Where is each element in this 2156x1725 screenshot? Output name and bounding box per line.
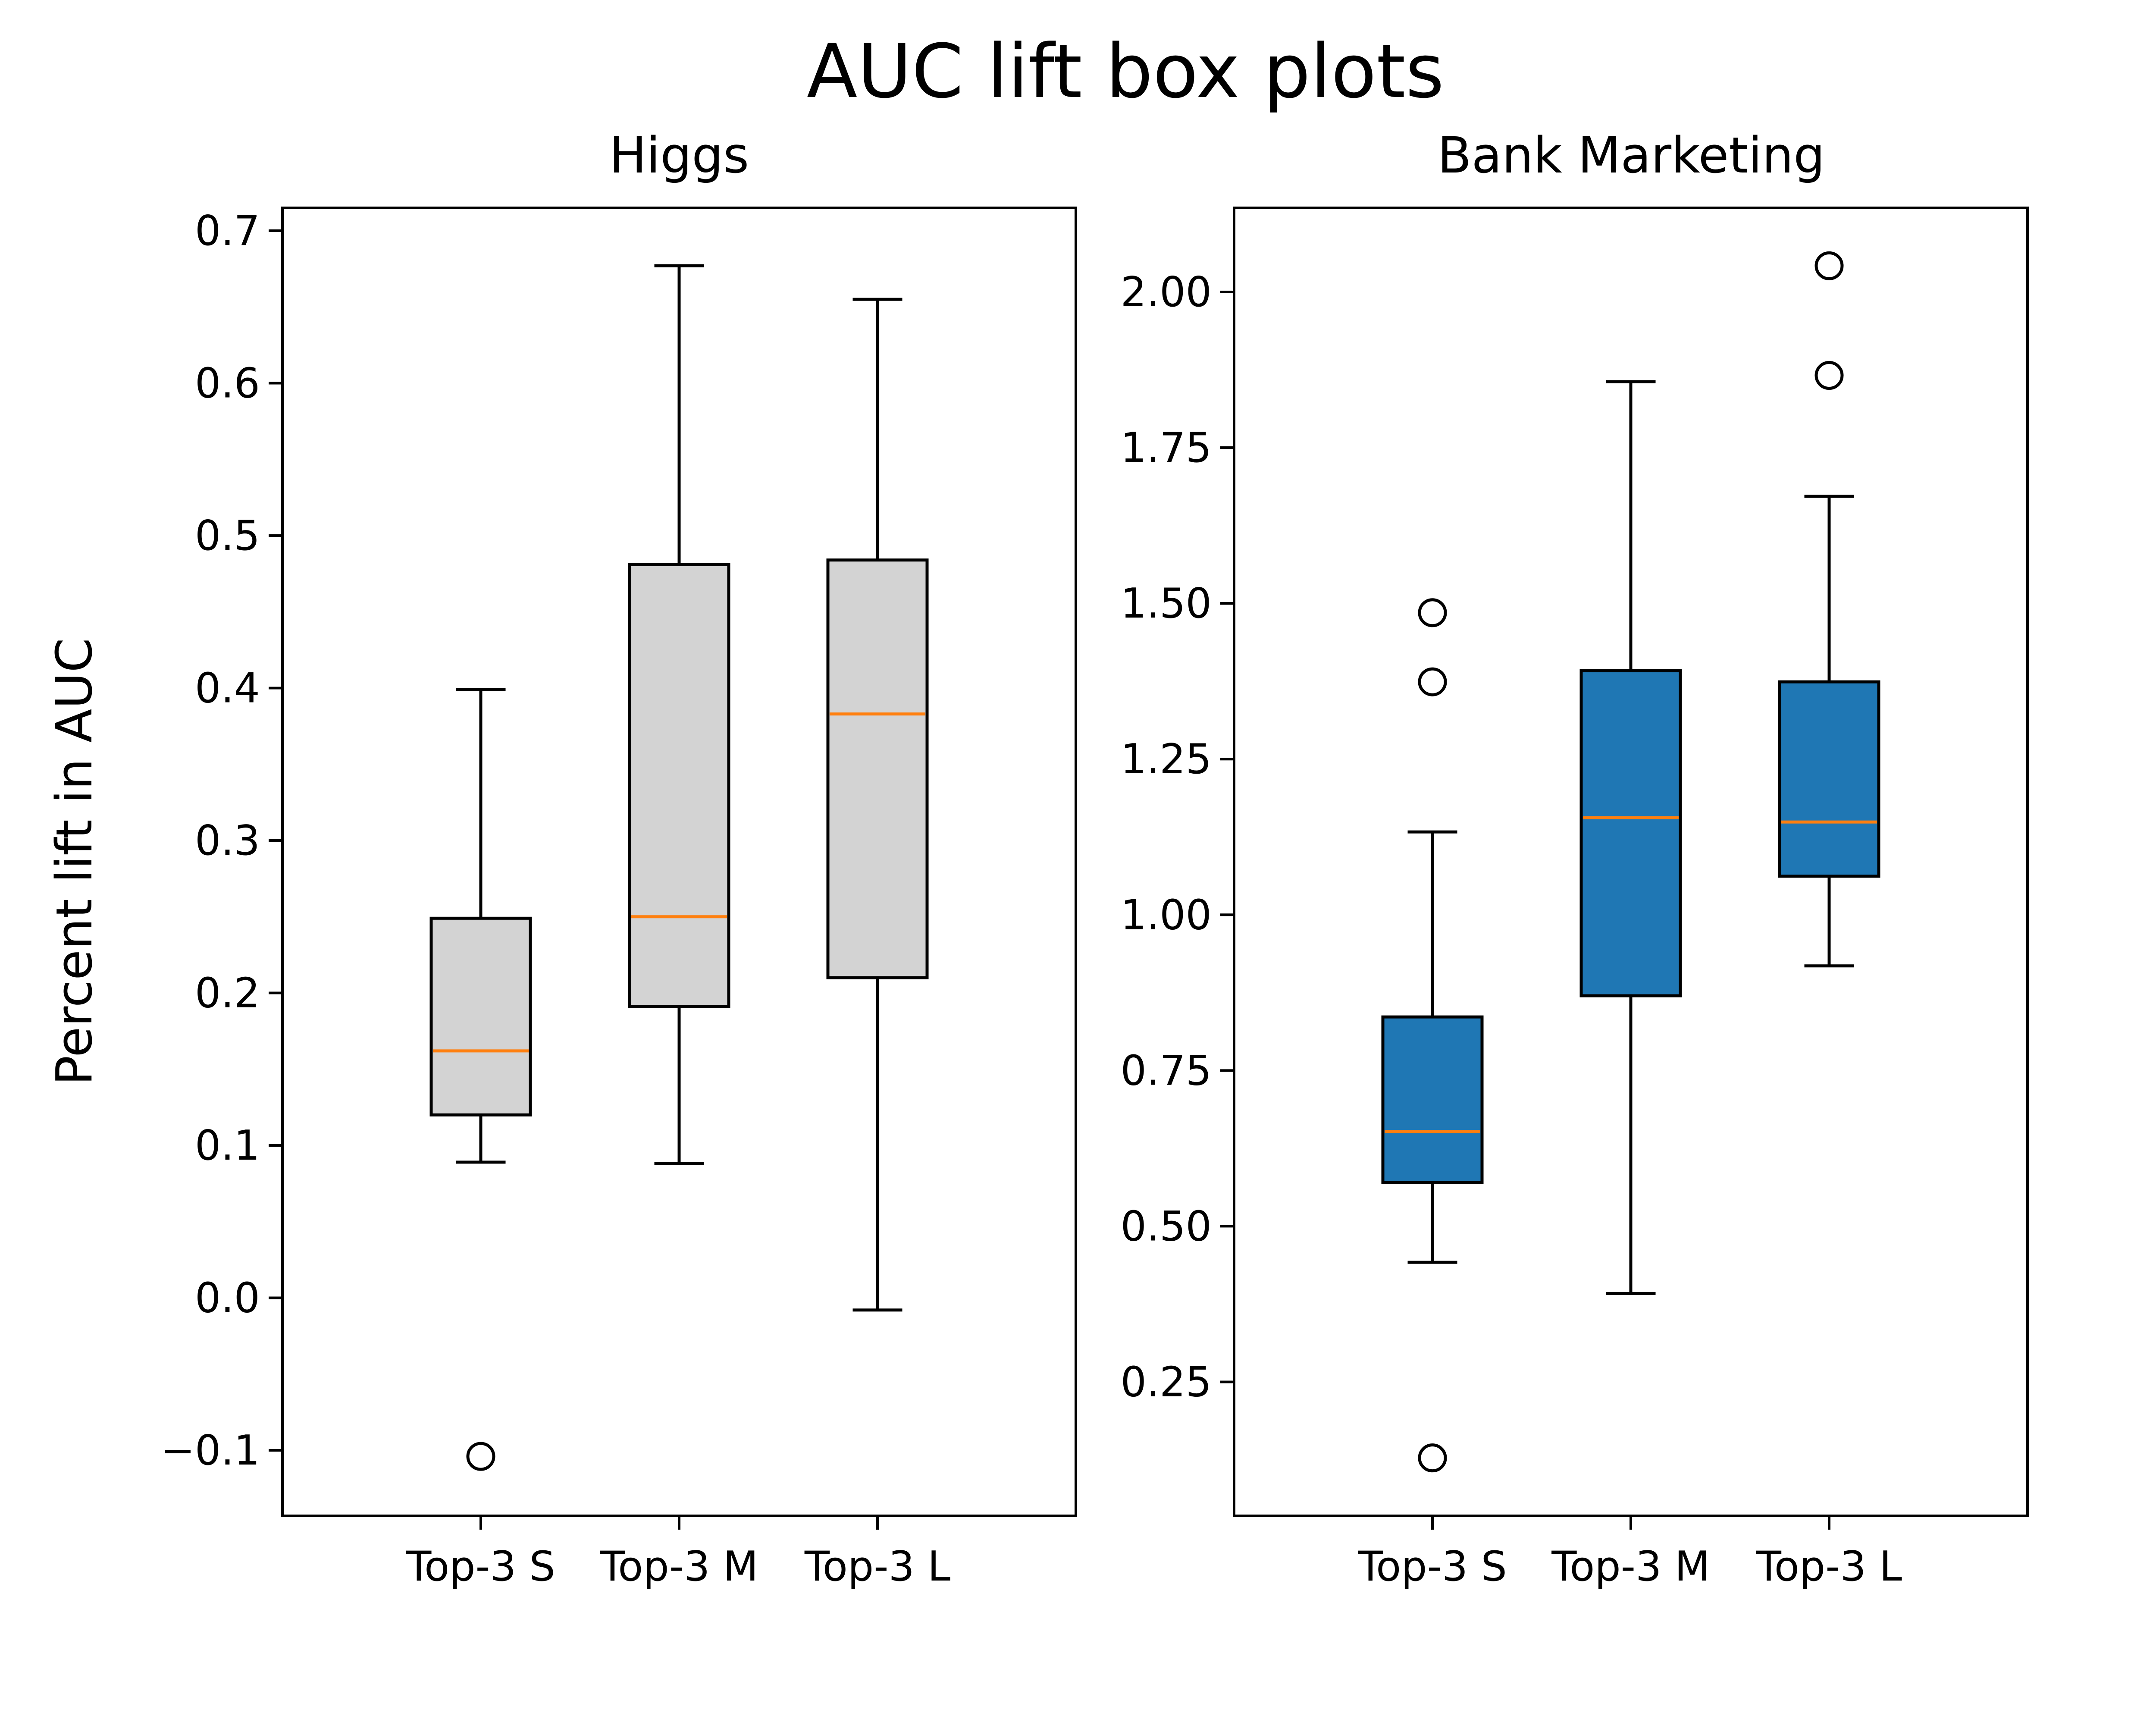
higgs-box-3: [826, 298, 929, 1312]
higgs-ytick-label: 0.1: [195, 1122, 260, 1170]
higgs-ytick-label: 0.0: [195, 1275, 260, 1322]
bank-marketing-ytick-label: 1.25: [1120, 736, 1212, 783]
bank-marketing-subplot-title: Bank Marketing: [1438, 127, 1825, 185]
box-iqr: [1579, 669, 1682, 997]
outlier-point: [1814, 251, 1844, 280]
box-iqr: [429, 916, 532, 1117]
box-iqr: [628, 563, 730, 1008]
higgs-subplot: Higgs −0.1 0.0 0.1 0.2 0.3 0.4 0.5 0.6 0.7 Top-3…: [160, 127, 1077, 1590]
bank-marketing-xtick-label: Top-3 L: [1756, 1543, 1902, 1590]
bank-marketing-plot-frame: [1233, 207, 2029, 1517]
box-iqr: [1778, 680, 1880, 878]
bank-marketing-box-2: [1579, 380, 1682, 1295]
bank-marketing-ytick-label: 0.25: [1120, 1358, 1212, 1406]
higgs-xtick-label: Top-3 L: [804, 1543, 950, 1590]
bank-marketing-ytick-label: 1.75: [1120, 424, 1212, 472]
higgs-ytick-label: 0.6: [195, 360, 260, 408]
outlier-point: [1418, 667, 1447, 696]
outlier-point: [1418, 1443, 1447, 1473]
higgs-ytick-label: 0.3: [195, 817, 260, 865]
higgs-ytick-label: 0.2: [195, 970, 260, 1017]
higgs-subplot-title: Higgs: [609, 127, 749, 185]
bank-marketing-ytick-label: 2.00: [1120, 269, 1212, 316]
higgs-xtick-label: Top-3 S: [406, 1543, 555, 1590]
bank-marketing-boxes: [1381, 251, 1880, 1473]
bank-marketing-ytick-label: 1.50: [1120, 580, 1212, 627]
bank-marketing-xtick-label: Top-3 M: [1551, 1543, 1710, 1590]
higgs-box-1: [429, 688, 532, 1471]
higgs-boxes: [429, 264, 929, 1471]
outlier-point: [1418, 598, 1447, 627]
higgs-xtick-label: Top-3 M: [599, 1543, 758, 1590]
higgs-ytick-label: 0.5: [195, 512, 260, 560]
bank-marketing-ytick-label: 1.00: [1120, 891, 1212, 939]
bank-marketing-y-axis: 0.25 0.50 0.75 1.00 1.25 1.50 1.75 2.00: [1120, 269, 1234, 1406]
y-axis-label: Percent lift in AUC: [46, 638, 103, 1085]
bank-marketing-subplot: Bank Marketing 0.25 0.50 0.75 1.00 1.25 1.50 1…: [1120, 127, 2029, 1590]
outlier-point: [1814, 361, 1844, 390]
higgs-ytick-label: 0.7: [195, 207, 260, 255]
higgs-plot-frame: [281, 207, 1077, 1517]
higgs-ytick-label: 0.4: [195, 665, 260, 712]
outlier-point: [466, 1442, 495, 1471]
bank-marketing-box-1: [1381, 598, 1484, 1473]
bank-marketing-ytick-label: 0.75: [1120, 1047, 1212, 1095]
bank-marketing-box-3: [1778, 251, 1880, 968]
figure-title: AUC lift box plots: [807, 28, 1444, 115]
bank-marketing-x-axis: Top-3 S Top-3 M Top-3 L: [1357, 1516, 1902, 1590]
box-iqr: [826, 558, 929, 979]
box-iqr: [1381, 1015, 1484, 1184]
higgs-box-2: [628, 264, 730, 1165]
bank-marketing-xtick-label: Top-3 S: [1357, 1543, 1507, 1590]
higgs-x-axis: Top-3 S Top-3 M Top-3 L: [406, 1516, 950, 1590]
higgs-y-axis: −0.1 0.0 0.1 0.2 0.3 0.4 0.5 0.6 0.7: [160, 207, 282, 1474]
bank-marketing-ytick-label: 0.50: [1120, 1203, 1212, 1250]
higgs-ytick-label: −0.1: [160, 1427, 260, 1474]
